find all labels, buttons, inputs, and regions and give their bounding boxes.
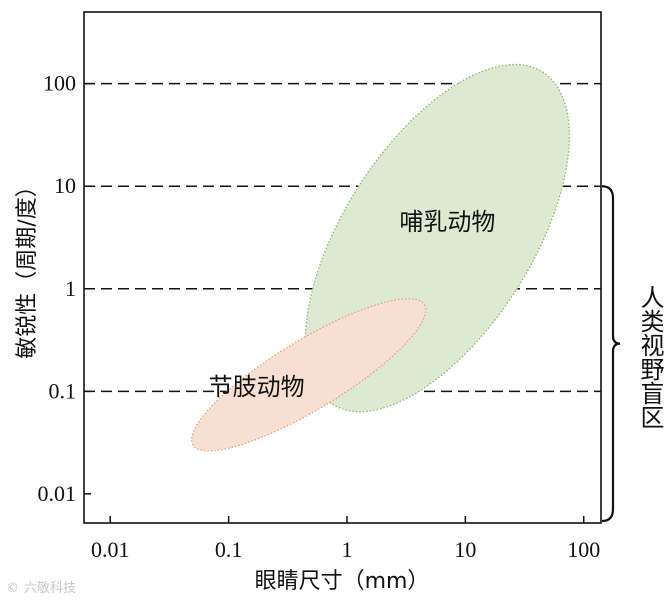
x-tick-label: 0.1 — [215, 537, 243, 562]
regions — [190, 63, 571, 452]
region-label: 节肢动物 — [209, 373, 305, 401]
x-tick-label: 1 — [341, 537, 352, 562]
blind-zone-brace — [601, 185, 621, 523]
y-tick-label: 0.1 — [49, 378, 77, 403]
plot-frame — [83, 11, 602, 524]
ticks: 0.01 0.1 1 10 100 0.01 0.1 1 10 100 — [38, 71, 601, 562]
region-ellipse — [190, 298, 427, 452]
x-tick-label: 10 — [454, 537, 476, 562]
y-tick-label: 1 — [65, 276, 76, 301]
watermark: © 六敬科技 — [6, 580, 76, 596]
y-tick-label: 10 — [54, 173, 76, 198]
y-tick-label: 100 — [43, 71, 76, 96]
region-label: 哺乳动物 — [399, 208, 495, 236]
y-tick-label: 0.01 — [38, 481, 77, 506]
x-tick-label: 100 — [567, 537, 600, 562]
watermark-symbol: © — [6, 581, 19, 596]
x-tick-label: 0.01 — [91, 537, 130, 562]
watermark-text: 六敬科技 — [24, 580, 76, 596]
blind-zone-label: 人类视野盲区 — [636, 285, 664, 429]
x-axis-label: 眼睛尺寸（mm） — [255, 569, 430, 594]
y-axis-label: 敏锐性（周期/度） — [15, 175, 40, 358]
